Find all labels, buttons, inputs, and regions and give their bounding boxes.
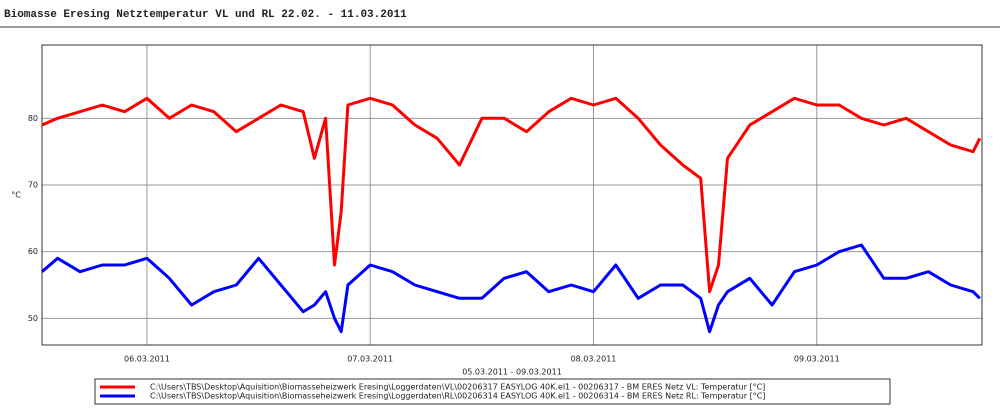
y-tick-label: 60 <box>28 247 38 256</box>
y-tick-label: 80 <box>28 114 38 123</box>
chart-title: Biomasse Eresing Netztemperatur VL und R… <box>4 9 407 21</box>
x-tick-label: 09.03.2011 <box>794 355 840 364</box>
x-tick-label: 07.03.2011 <box>347 355 393 364</box>
y-axis-label: °C <box>11 191 21 200</box>
legend-label: C:\Users\TBS\Desktop\Aquisition\Biomasse… <box>150 392 765 401</box>
legend-box <box>94 378 891 405</box>
series-line <box>41 96 982 294</box>
x-axis-label: 05.03.2011 - 09.03.2011 <box>462 368 562 377</box>
legend-label: C:\Users\TBS\Desktop\Aquisition\Biomasse… <box>150 383 765 392</box>
series-line <box>41 243 981 334</box>
x-tick-label: 08.03.2011 <box>571 355 617 364</box>
x-tick-label: 06.03.2011 <box>124 355 170 364</box>
y-tick-label: 70 <box>28 181 38 190</box>
y-tick-label: 50 <box>28 314 38 323</box>
plot-frame <box>41 44 983 346</box>
